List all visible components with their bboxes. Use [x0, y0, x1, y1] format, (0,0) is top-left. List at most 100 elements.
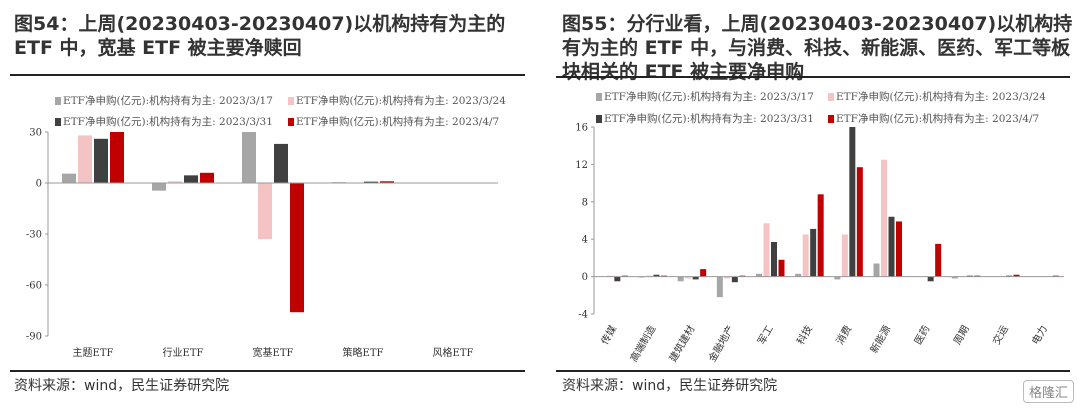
bar: [834, 276, 841, 280]
chart-title-1: 图54：上周(20230403-20230407)以机构持有为主的 ETF 中，…: [14, 13, 506, 59]
x-tick-label: 医药: [912, 324, 932, 347]
bar: [94, 138, 108, 183]
y-tick-label: 0: [582, 272, 588, 283]
y-tick-label: -90: [26, 332, 42, 343]
y-tick-label: -4: [578, 310, 588, 321]
chart-panel-2: 图55：分行业看，上周(20230403-20230407)以机构持有为主的 E…: [548, 0, 1080, 409]
legend-swatch-4: [288, 118, 294, 126]
bar: [771, 242, 777, 277]
x-tick-label: 电力: [1029, 323, 1050, 347]
y-tick-label: 12: [575, 160, 588, 171]
legend-label-1: ETF净申购(亿元):机构持有为主: 2023/3/17: [604, 90, 814, 103]
legend-swatch-1: [596, 93, 602, 101]
x-tick-label: 周期: [951, 324, 971, 347]
x-tick-label: 策略ETF: [343, 346, 384, 359]
bar: [802, 234, 809, 277]
bar: [110, 132, 124, 183]
legend-swatch-4: [828, 115, 834, 123]
x-tick-label: 高端制造: [627, 323, 658, 364]
bar: [380, 181, 394, 183]
bar: [778, 259, 785, 277]
bar: [795, 273, 802, 277]
y-tick-label: -60: [26, 281, 42, 292]
bar: [841, 234, 848, 277]
y-tick-label: -30: [26, 230, 42, 241]
bar: [716, 276, 723, 298]
bar: [756, 273, 762, 277]
title-rule-2: [556, 76, 1070, 78]
legend-label-1: ETF净申购(亿元):机构持有为主: 2023/3/17: [63, 94, 273, 107]
bar: [62, 173, 76, 183]
bar: [274, 143, 288, 183]
x-tick-label: 金融地产: [705, 323, 736, 364]
bar: [653, 274, 660, 277]
y-tick-label: 30: [29, 128, 42, 139]
x-tick-label: 交运: [990, 323, 1011, 347]
x-tick-label: 建筑建材: [666, 323, 697, 364]
bar: [1013, 274, 1020, 277]
bar: [873, 263, 880, 277]
bar: [184, 175, 198, 183]
source-rule-2: [556, 370, 1070, 372]
x-tick-label: 传媒: [599, 324, 619, 347]
bar: [242, 132, 256, 183]
bar: [935, 243, 942, 277]
bar: [817, 194, 824, 277]
legend-label-4: ETF净申购(亿元):机构持有为主: 2023/4/7: [836, 112, 1039, 125]
x-tick-label: 行业ETF: [163, 346, 204, 359]
x-tick-label: 科技: [794, 323, 815, 347]
bar-chart-1: ETF净申购(亿元):机构持有为主: 2023/3/17 ETF净申购(亿元):机…: [26, 94, 506, 359]
bar: [856, 167, 863, 277]
title-rule-1: [10, 74, 525, 76]
legend-label-2: ETF净申购(亿元):机构持有为主: 2023/3/24: [836, 90, 1046, 103]
bar: [810, 228, 817, 277]
legend-swatch-2: [828, 93, 834, 101]
x-tick-label: 宽基ETF: [253, 346, 294, 359]
bar: [692, 276, 699, 280]
bar: [364, 181, 378, 183]
bar: [168, 181, 182, 183]
legend-label-3: ETF净申购(亿元):机构持有为主: 2023/3/31: [63, 115, 273, 128]
legend-swatch-2: [288, 97, 294, 105]
legend-label-3: ETF净申购(亿元):机构持有为主: 2023/3/31: [604, 112, 814, 125]
x-tick-label: 主题ETF: [73, 347, 114, 359]
bar: [763, 223, 770, 277]
x-tick-label: 风格ETF: [433, 346, 474, 359]
x-tick-label: 新能源: [867, 323, 893, 355]
bar: [200, 172, 214, 183]
legend-swatch-3: [55, 118, 61, 126]
bar: [849, 127, 856, 277]
source-note-2: 资料来源：wind，民生证券研究院: [562, 378, 778, 394]
bar: [731, 276, 738, 283]
bar: [951, 276, 958, 279]
x-tick-label: 消费: [833, 323, 854, 347]
bar: [78, 135, 92, 183]
y-tick-label: 8: [582, 197, 588, 208]
bar: [927, 276, 934, 282]
y-tick-label: 4: [582, 235, 588, 246]
bar: [685, 276, 692, 279]
legend-label-4: ETF净申购(亿元):机构持有为主: 2023/4/7: [296, 115, 499, 128]
chart-title-2: 图55：分行业看，上周(20230403-20230407)以机构持有为主的 E…: [562, 13, 1073, 83]
source-note-1: 资料来源：wind，民生证券研究院: [14, 378, 230, 394]
bar-chart-2: ETF净申购(亿元):机构持有为主: 2023/3/17 ETF净申购(亿元):机…: [575, 90, 1064, 364]
y-tick-label: 16: [575, 123, 588, 134]
x-tick-label: 军工: [755, 324, 775, 347]
legend-swatch-3: [596, 115, 602, 123]
source-rule-1: [10, 370, 525, 372]
bar: [152, 183, 166, 191]
bar: [258, 183, 272, 240]
bar: [896, 221, 902, 277]
bar: [290, 183, 304, 313]
bar: [881, 159, 887, 277]
bar: [700, 269, 707, 277]
legend-label-2: ETF净申购(亿元):机构持有为主: 2023/3/24: [296, 94, 506, 107]
watermark-logo: 格隆汇: [1022, 380, 1074, 403]
chart-panel-1: 图54：上周(20230403-20230407)以机构持有为主的 ETF 中，…: [0, 0, 525, 409]
bar: [724, 276, 731, 279]
legend-swatch-1: [55, 97, 61, 105]
y-tick-label: 0: [36, 179, 42, 190]
bar: [888, 216, 895, 277]
bar: [677, 276, 684, 282]
bar: [614, 276, 621, 282]
